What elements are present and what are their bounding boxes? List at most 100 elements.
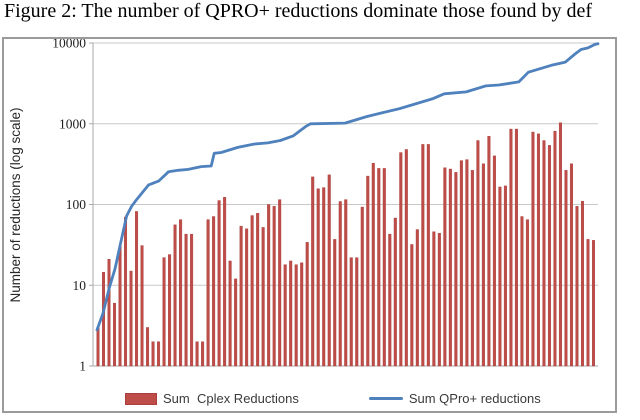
cplex-reductions-bar [349,257,353,367]
cplex-reductions-bar [454,172,458,367]
cplex-reductions-bar [476,140,480,367]
cplex-reductions-bar [157,341,161,367]
cplex-reductions-bar [146,327,150,367]
cplex-reductions-bar [151,341,155,367]
cplex-reductions-bar [360,206,364,367]
cplex-reductions-bar [432,231,436,367]
y-tick-label: 10000 [52,39,86,51]
cplex-reductions-bar [404,149,408,367]
legend-label-qpro: Sum QPro+ reductions [408,391,541,406]
cplex-reductions-bar [283,264,287,367]
cplex-reductions-bar [470,170,474,367]
y-axis-ticks: 10000 1000 100 10 1 [52,39,93,374]
cplex-reductions-bar [399,152,403,367]
cplex-reductions-bar [272,206,276,367]
cplex-reductions-bar [102,272,106,367]
cplex-reductions-bar [366,175,370,367]
cplex-reductions-bar [217,200,221,367]
cplex-reductions-bar [569,163,573,367]
cplex-reductions-bar [388,233,392,367]
legend-item-cplex: Sum Cplex Reductions [125,391,299,406]
cplex-reductions-bar [421,144,425,367]
cplex-reductions-bar [487,136,491,367]
cplex-reductions-bar [311,176,315,367]
cplex-reductions-bar [371,162,375,367]
cplex-reductions-bar [448,168,452,367]
cplex-reductions-bar [514,128,518,367]
cplex-reductions-bar [173,224,177,367]
cplex-reductions-bar [96,327,100,367]
cplex-reductions-bar [542,140,546,367]
cplex-reductions-bar [525,219,529,367]
cplex-reductions-bar [300,262,304,367]
cplex-reductions-bar [113,302,117,367]
cplex-reductions-bar [322,187,326,367]
cplex-reductions-bar [223,197,227,367]
cplex-reductions-bar [509,128,513,367]
cplex-reductions-bar [520,216,524,367]
cplex-reductions-bar [201,341,205,367]
cplex-reductions-bar [564,170,568,367]
cplex-reductions-bar [124,216,128,367]
cplex-reductions-bar [531,131,535,367]
cplex-reductions-bar [580,200,584,367]
cplex-reductions-bar [481,163,485,367]
line-swatch-icon [368,397,403,400]
cplex-reductions-bar [135,211,139,367]
cplex-reductions-bar [333,239,337,367]
cplex-reductions-bar [327,174,331,367]
legend: Sum Cplex Reductions Sum QPro+ reduction… [125,391,541,406]
cplex-reductions-bar [393,217,397,367]
cplex-reductions-bar [415,229,419,367]
cplex-reductions-bar [459,160,463,367]
cplex-reductions-bar [206,219,210,367]
cplex-reductions-bar [107,259,111,367]
cplex-reductions-bar [316,188,320,367]
chart-canvas: 10000 1000 100 10 1 Number of reductions (lo… [8,39,600,374]
cplex-reductions-bar [245,228,249,367]
legend-label-cplex: Sum Cplex Reductions [163,391,299,406]
cplex-reductions-bar [289,260,293,367]
cplex-reductions-bar [305,242,309,367]
cplex-reductions-bar [129,270,133,367]
cplex-reductions-bar [492,155,496,367]
cplex-reductions-bar [195,341,199,367]
y-tick-label: 10 [73,278,87,293]
cplex-reductions-bar [536,133,540,367]
cplex-reductions-bar [168,254,172,367]
cplex-reductions-bar [338,201,342,367]
cplex-reductions-bar [294,264,298,367]
cplex-reductions-bar [498,186,502,367]
cplex-reductions-bar [234,278,238,367]
cplex-reductions-bar [377,168,381,367]
bar-swatch-icon [125,392,157,405]
cplex-reductions-bar [239,225,243,367]
cplex-reductions-bar [118,245,122,367]
cplex-reductions-bar [547,145,551,367]
cplex-reductions-bar [410,244,414,367]
cplex-reductions-bar [179,219,183,367]
cplex-reductions-bar [382,168,386,367]
cplex-reductions-bar [278,199,282,367]
cplex-reductions-bar [575,206,579,367]
y-tick-label: 100 [66,197,87,212]
cplex-reductions-bar [212,216,216,367]
cplex-reductions-bar [465,159,469,367]
cplex-reductions-bar [437,233,441,367]
cplex-reductions-bar [344,199,348,367]
cplex-reductions-bar [190,233,194,367]
legend-item-qpro: Sum QPro+ reductions [368,391,541,406]
cplex-reductions-bar [591,240,595,367]
y-axis-title: Number of reductions (log scale) [8,107,23,302]
figure-caption: Figure 2: The number of QPRO+ reductions… [4,0,593,22]
chart-frame: 10000 1000 100 10 1 Number of reductions (lo… [2,37,617,413]
cplex-reductions-bar [228,260,232,367]
qpro-reductions-line [95,42,600,332]
cplex-reductions-bar [256,213,260,367]
cplex-reductions-bar [553,130,557,367]
cplex-reductions-bar [140,245,144,367]
cplex-reductions-bar [261,227,265,367]
cplex-reductions-bar [267,204,271,367]
cplex-reductions-bar [250,215,254,367]
bar-series [96,122,595,367]
